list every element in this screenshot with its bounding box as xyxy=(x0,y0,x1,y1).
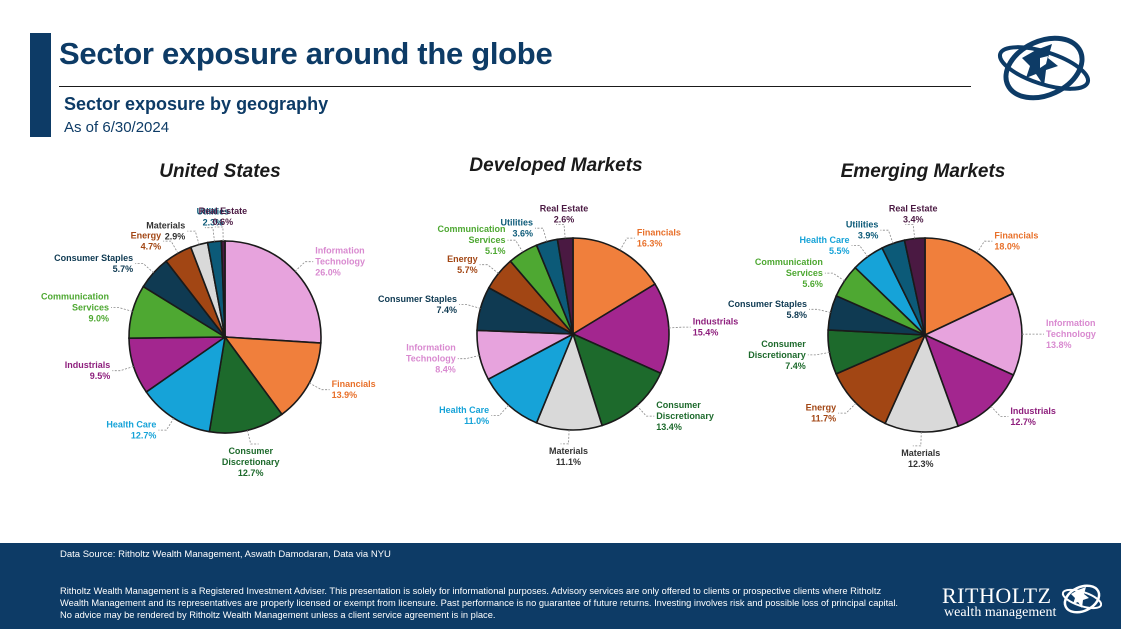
pie-slice-materials xyxy=(535,331,604,431)
pie-slice-information-technology xyxy=(224,240,322,344)
pie-chart-developed-markets: Developed Markets Financials 16.3% Industri… xyxy=(378,155,738,467)
page-title: Sector exposure around the globe xyxy=(59,36,553,71)
leader-line xyxy=(112,366,134,372)
leader-line xyxy=(457,355,480,360)
pie-slice-industrials xyxy=(923,333,1015,428)
slice-label-information-technology: Information Technology 8.4% xyxy=(406,343,456,375)
pie-slice-information-technology xyxy=(923,292,1023,377)
leader-line xyxy=(809,308,831,313)
leader-line xyxy=(214,226,224,242)
slice-label-industrials: Industrials 9.5% xyxy=(65,360,111,381)
leader-line xyxy=(619,237,635,251)
slice-label-financials: Financials 18.0% xyxy=(994,231,1038,252)
slice-label-consumer-staples: Consumer Staples 7.4% xyxy=(378,294,457,315)
leader-line xyxy=(990,405,1009,417)
leader-line xyxy=(560,429,570,445)
pie-slice-energy xyxy=(835,333,927,425)
pie-slice-real-estate xyxy=(556,237,574,335)
slice-label-information-technology: Information Technology 26.0% xyxy=(315,246,365,278)
leader-line xyxy=(491,404,509,417)
leader-line xyxy=(556,223,566,239)
pie-slice-health-care xyxy=(487,332,575,424)
leader-line xyxy=(851,244,869,257)
ritholtz-globe-logo-icon xyxy=(997,35,1091,101)
leader-line xyxy=(824,272,845,282)
slice-label-materials: Materials 2.9% xyxy=(146,221,185,242)
footer-brand: RITHOLTZ wealth management xyxy=(942,583,1103,623)
slice-label-communication-services: Communication Services 5.6% xyxy=(755,257,823,289)
slice-label-industrials: Industrials 12.7% xyxy=(1010,406,1056,427)
slice-label-health-care: Health Care 11.0% xyxy=(439,405,489,426)
as-of-date: As of 6/30/2024 xyxy=(64,119,170,136)
leader-line xyxy=(807,352,830,356)
chart-title: Emerging Markets xyxy=(841,161,1006,182)
leader-line xyxy=(535,227,548,242)
slice-label-materials: Materials 12.3% xyxy=(901,448,940,469)
leader-line xyxy=(294,261,314,272)
brand-globe-icon xyxy=(1061,584,1103,614)
slice-label-consumer-staples: Consumer Staples 5.7% xyxy=(54,253,133,274)
slice-label-energy: Energy 4.7% xyxy=(131,231,162,252)
slice-label-utilities: Utilities 2.3% xyxy=(197,207,230,228)
pie-slice-financials xyxy=(572,237,657,336)
pie-chart-united-states: United States Information Technology 26.0% F… xyxy=(41,161,376,478)
leader-line xyxy=(507,239,524,253)
slice-label-utilities: Utilities 3.9% xyxy=(846,220,879,241)
leader-line xyxy=(668,326,691,329)
leader-line xyxy=(479,264,499,274)
slice-label-materials: Materials 11.1% xyxy=(549,446,588,467)
leader-line xyxy=(163,240,179,254)
slice-label-health-care: Health Care 5.5% xyxy=(799,235,849,256)
pie-slice-real-estate xyxy=(220,240,226,338)
slice-label-real-estate: Real Estate 2.6% xyxy=(540,203,589,224)
slice-label-energy: Energy 5.7% xyxy=(447,254,478,275)
page-subtitle: Sector exposure by geography xyxy=(64,94,329,114)
sector-pie-charts: United States Information Technology 26.0% F… xyxy=(41,155,1096,478)
leader-line xyxy=(111,307,133,312)
slice-label-consumer-discretionary: Consumer Discretionary 13.4% xyxy=(656,400,714,432)
brand-name: RITHOLTZ xyxy=(942,583,1052,608)
slice-label-energy: Energy 11.7% xyxy=(806,403,837,424)
chart-title: United States xyxy=(159,161,280,182)
slice-label-consumer-discretionary: Consumer Discretionary 7.4% xyxy=(748,339,806,371)
slice-label-real-estate: Real Estate 3.4% xyxy=(889,204,938,225)
leader-line xyxy=(880,229,894,244)
leader-line xyxy=(976,240,993,254)
pie-chart-emerging-markets: Emerging Markets Financials 18.0% Informati… xyxy=(728,161,1096,469)
data-source-note: Data Source: Ritholtz Wealth Management,… xyxy=(60,549,391,560)
legal-disclaimer: Ritholtz Wealth Management is a Register… xyxy=(60,586,899,620)
title-accent-bar xyxy=(30,33,51,137)
leader-line xyxy=(247,430,259,445)
chart-title: Developed Markets xyxy=(469,155,642,176)
slice-label-industrials: Industrials 15.4% xyxy=(693,317,739,338)
slice-label-health-care: Health Care 12.7% xyxy=(106,420,156,441)
leader-line xyxy=(204,227,215,242)
pie-slice-financials xyxy=(223,336,322,416)
slice-label-financials: Financials 13.9% xyxy=(332,379,376,400)
slice-label-information-technology: Information Technology 13.8% xyxy=(1046,318,1096,350)
leader-line xyxy=(912,431,922,447)
slice-label-consumer-staples: Consumer Staples 5.8% xyxy=(728,299,807,320)
footer-band xyxy=(0,543,1121,629)
brand-tagline: wealth management xyxy=(944,605,1057,620)
leader-line xyxy=(838,402,857,414)
leader-line xyxy=(636,405,655,417)
title-divider xyxy=(59,86,971,87)
leader-line xyxy=(905,224,916,239)
slice-label-real-estate: Real Estate 0.6% xyxy=(199,206,248,227)
leader-line xyxy=(135,263,154,274)
slice-label-communication-services: Communication Services 5.1% xyxy=(437,224,505,256)
slice-label-communication-services: Communication Services 9.0% xyxy=(41,292,109,324)
leader-line xyxy=(459,304,481,309)
leader-line xyxy=(187,230,200,245)
slice-label-utilities: Utilities 3.6% xyxy=(500,218,533,239)
leader-line xyxy=(309,382,330,391)
slice-label-financials: Financials 16.3% xyxy=(637,228,681,249)
leader-line xyxy=(158,417,175,431)
slice-label-consumer-discretionary: Consumer Discretionary 12.7% xyxy=(222,446,280,478)
